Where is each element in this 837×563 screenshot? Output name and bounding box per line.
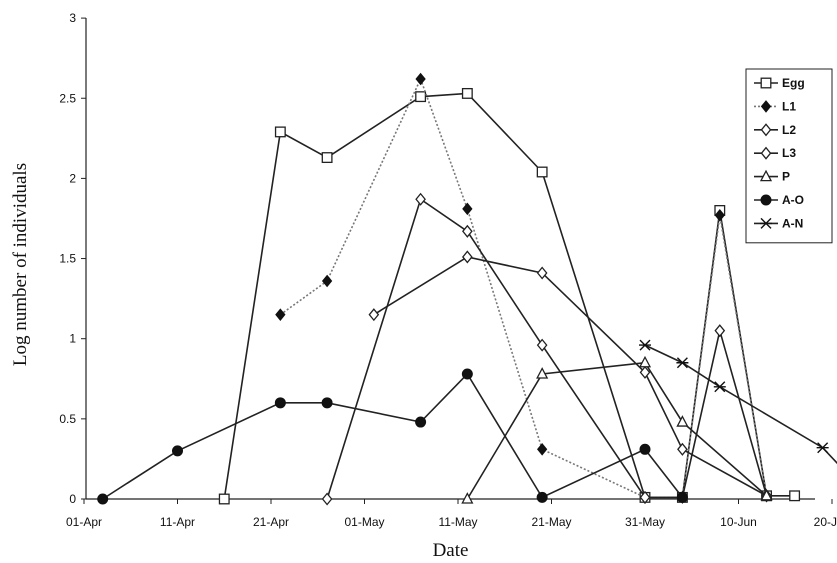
x-tick-label: 20-Jun bbox=[814, 515, 837, 529]
data-point-l2 bbox=[462, 224, 473, 238]
data-point-a-n bbox=[639, 339, 651, 351]
legend-label-a-o: A-O bbox=[782, 193, 804, 207]
data-point-l2 bbox=[415, 192, 426, 206]
data-point-l3 bbox=[639, 365, 651, 379]
legend-box bbox=[745, 68, 833, 244]
legend-marker-l3 bbox=[760, 146, 772, 160]
y-tick-label: 0 bbox=[69, 492, 76, 506]
data-point-p bbox=[638, 355, 652, 368]
data-point-l3 bbox=[462, 250, 473, 264]
data-point-a-o bbox=[97, 493, 109, 505]
data-point-egg bbox=[789, 490, 801, 502]
data-point-egg bbox=[461, 87, 473, 99]
data-point-a-n bbox=[816, 442, 829, 454]
x-axis-title: Date bbox=[433, 540, 469, 561]
data-point-l2 bbox=[714, 324, 726, 338]
legend-marker-a-o bbox=[760, 194, 772, 206]
legend-label-l3: L3 bbox=[782, 146, 796, 160]
data-point-l1 bbox=[462, 202, 473, 216]
y-tick-label: 2 bbox=[69, 171, 76, 185]
series-line-l1 bbox=[279, 76, 768, 499]
legend-label-l1: L1 bbox=[782, 99, 796, 113]
data-point-egg bbox=[536, 166, 548, 178]
data-point-a-o bbox=[676, 491, 688, 503]
data-point-egg bbox=[274, 126, 286, 138]
data-point-a-o bbox=[639, 443, 651, 455]
data-point-l1 bbox=[537, 443, 548, 456]
x-tick-label: 21-May bbox=[531, 515, 571, 529]
y-tick-label: 0.5 bbox=[59, 412, 76, 426]
y-tick-label: 2.5 bbox=[59, 91, 76, 105]
data-point-a-o bbox=[172, 445, 183, 457]
data-point-l1 bbox=[275, 308, 286, 321]
legend-label-egg: Egg bbox=[782, 76, 805, 90]
data-point-a-o bbox=[461, 368, 473, 380]
x-tick-label: 21-Apr bbox=[253, 515, 289, 529]
legend-label-a-n: A-N bbox=[782, 216, 803, 230]
legend-label-l2: L2 bbox=[782, 123, 796, 137]
series-line-a-n bbox=[644, 344, 837, 465]
data-point-l3 bbox=[536, 266, 548, 280]
series-line-l3 bbox=[373, 256, 767, 497]
x-tick-label: 01-May bbox=[344, 515, 384, 529]
x-tick-label: 11-May bbox=[438, 515, 477, 529]
y-tick-label: 1.5 bbox=[59, 252, 76, 266]
data-point-a-n bbox=[676, 357, 689, 369]
legend-marker-l1 bbox=[760, 100, 772, 113]
legend-marker-a-n bbox=[760, 217, 772, 229]
data-point-p bbox=[676, 415, 689, 427]
series-line-p bbox=[466, 361, 768, 500]
y-tick-label: 3 bbox=[69, 11, 76, 25]
data-point-l1 bbox=[321, 274, 333, 288]
legend-marker-p bbox=[759, 169, 773, 182]
data-point-egg bbox=[415, 91, 427, 103]
x-tick-label: 01-Apr bbox=[66, 515, 102, 529]
data-point-egg bbox=[321, 152, 333, 164]
series-line-a-o bbox=[102, 372, 684, 500]
data-point-l3 bbox=[677, 442, 688, 456]
data-point-a-o bbox=[321, 397, 333, 409]
data-point-l1 bbox=[415, 72, 426, 86]
data-point-a-o bbox=[536, 491, 548, 503]
legend-label-p: P bbox=[782, 170, 790, 184]
x-tick-label: 11-Apr bbox=[160, 515, 195, 529]
series-line-l2 bbox=[326, 197, 768, 500]
data-point-a-n bbox=[713, 381, 726, 393]
x-tick-label: 31-May bbox=[625, 515, 665, 529]
data-point-p bbox=[461, 492, 474, 504]
data-point-l2 bbox=[321, 492, 333, 506]
y-tick-label: 1 bbox=[69, 332, 76, 346]
data-point-a-o bbox=[415, 416, 427, 428]
data-point-l2 bbox=[639, 490, 651, 504]
data-point-a-o bbox=[274, 397, 286, 409]
data-point-l1 bbox=[714, 208, 725, 222]
data-point-l2 bbox=[536, 338, 548, 352]
y-axis-title: Log number of individuals bbox=[10, 163, 31, 366]
data-point-l3 bbox=[368, 308, 380, 322]
x-tick-label: 10-Jun bbox=[720, 515, 757, 529]
legend-marker-l2 bbox=[760, 123, 772, 137]
data-point-p bbox=[536, 367, 549, 379]
data-point-egg bbox=[218, 493, 230, 505]
legend-marker-egg bbox=[760, 77, 772, 89]
data-point-p bbox=[760, 488, 773, 501]
